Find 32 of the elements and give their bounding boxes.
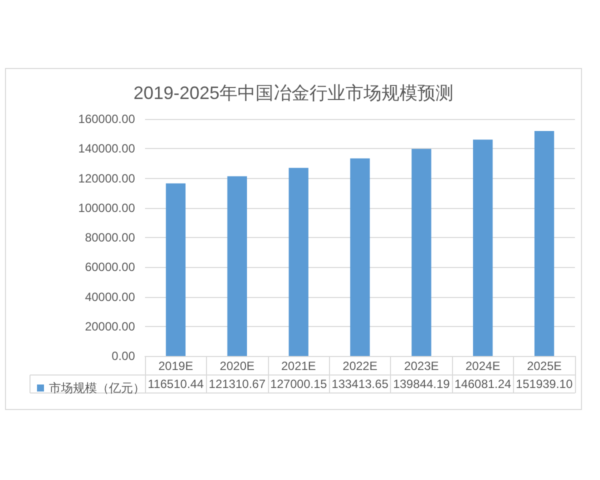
x-tick-label: 2020E xyxy=(220,359,254,373)
data-label: 151939.10 xyxy=(516,377,573,391)
data-label: 121310.67 xyxy=(208,377,266,391)
data-label: 146081.24 xyxy=(454,377,512,391)
data-label: 127000.15 xyxy=(270,377,328,391)
bar xyxy=(227,176,247,356)
x-tick-label: 2023E xyxy=(404,359,439,373)
chart-title: 2019-2025年中国冶金行业市场规模预测 xyxy=(133,83,454,103)
x-tick-label: 2019E xyxy=(158,359,194,373)
data-label: 133413.65 xyxy=(332,377,389,391)
legend-label: 市场规模（亿元） xyxy=(49,381,145,395)
bar xyxy=(350,158,370,356)
y-tick-label: 120000.00 xyxy=(78,171,136,186)
y-tick-label: 60000.00 xyxy=(84,260,136,274)
y-tick-label: 100000.00 xyxy=(78,200,136,215)
y-tick-label: 140000.00 xyxy=(78,142,136,156)
y-tick-label: 80000.00 xyxy=(84,230,136,244)
bar xyxy=(412,148,432,356)
x-tick-label: 2022E xyxy=(342,359,378,373)
y-tick-label: 0.00 xyxy=(112,349,136,363)
bar xyxy=(166,183,186,356)
x-tick-label: 2024E xyxy=(466,359,500,373)
y-tick-label: 20000.00 xyxy=(84,319,136,334)
bar xyxy=(534,130,554,356)
y-tick-label: 40000.00 xyxy=(84,290,136,304)
bar xyxy=(288,168,308,356)
y-tick-label: 160000.00 xyxy=(78,112,136,126)
bar xyxy=(473,140,493,356)
data-label: 139844.19 xyxy=(393,377,450,391)
x-tick-label: 2021E xyxy=(281,359,316,373)
x-tick-label: 2025E xyxy=(526,359,562,373)
data-label: 116510.44 xyxy=(148,377,204,391)
